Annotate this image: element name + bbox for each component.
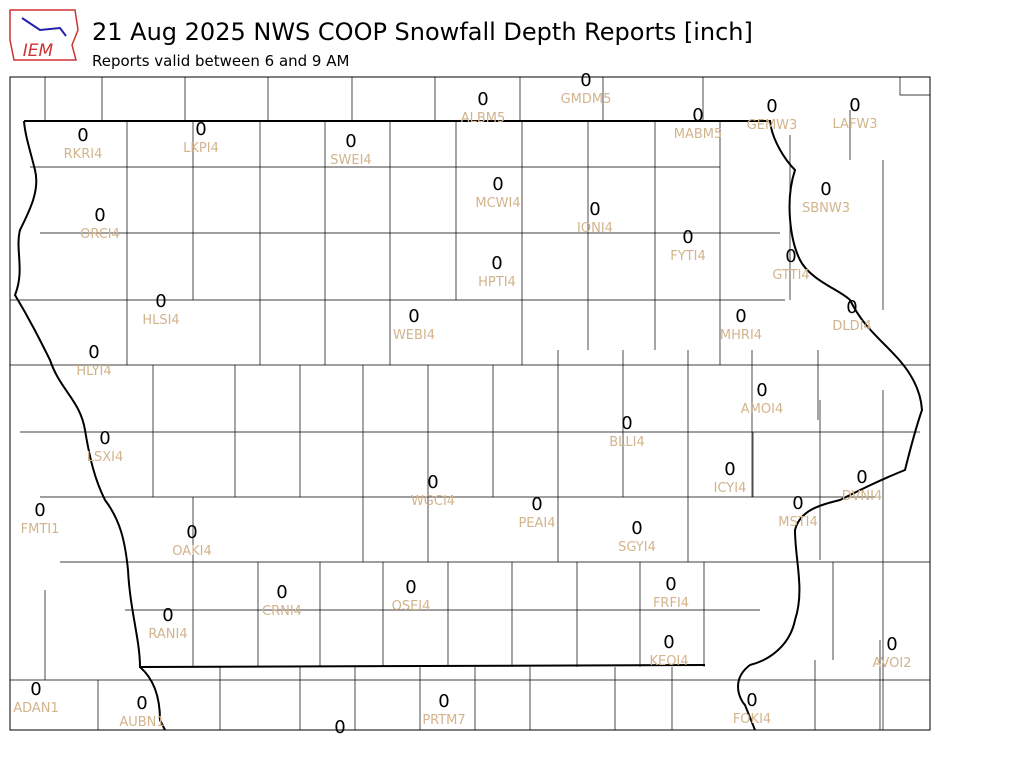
station-value: 0 (792, 493, 803, 514)
station-value: 0 (846, 297, 857, 318)
station-value: 0 (408, 306, 419, 327)
station-value: 0 (491, 253, 502, 274)
station-value: 0 (162, 605, 173, 626)
station-value: 0 (756, 380, 767, 401)
station-value: 0 (186, 522, 197, 543)
station-id: MHRI4 (720, 328, 762, 343)
station-id: RANI4 (148, 627, 187, 642)
station-id: AVOI2 (872, 656, 911, 671)
station-value: 0 (820, 179, 831, 200)
station-id: ORCI4 (80, 227, 120, 242)
subtitle: Reports valid between 6 and 9 AM (92, 52, 349, 70)
station-id: GEMW3 (747, 118, 798, 133)
station-value: 0 (477, 89, 488, 110)
station-id: MABM5 (674, 127, 723, 142)
station-value: 0 (276, 582, 287, 603)
station-value: 0 (34, 500, 45, 521)
station-id: IONI4 (577, 221, 613, 236)
county-lines (10, 77, 930, 730)
station-id: FMTI1 (21, 522, 60, 537)
station-id: MCWI4 (475, 196, 520, 211)
station-value: 0 (155, 291, 166, 312)
station-value: 0 (580, 70, 591, 91)
station-value: 0 (692, 105, 703, 126)
station-id: OAKI4 (172, 544, 212, 559)
station-value: 0 (886, 634, 897, 655)
station-id: ICYI4 (714, 481, 747, 496)
station-id: LKPI4 (183, 141, 219, 156)
station-value: 0 (405, 577, 416, 598)
station-id: FRFI4 (653, 596, 689, 611)
station-id: GMDM5 (561, 92, 612, 107)
station-id: SWEI4 (330, 153, 371, 168)
station-id: MSTI4 (778, 515, 818, 530)
station-id: DVNI4 (842, 489, 883, 504)
station-id: HLYI4 (76, 364, 111, 379)
station-id: LSXI4 (87, 450, 124, 465)
logo: IEM (9, 9, 79, 61)
station-value: 0 (94, 205, 105, 226)
station-id: FOKI4 (733, 712, 771, 727)
station-value: 0 (766, 96, 777, 117)
station-id: HLSI4 (142, 313, 179, 328)
station-id: ADAN1 (13, 701, 59, 716)
station-id: GTTI4 (772, 268, 809, 283)
station-value: 0 (589, 199, 600, 220)
station-id: KEOI4 (649, 654, 688, 669)
station-value: 0 (856, 467, 867, 488)
station-id: SBNW3 (802, 201, 850, 216)
station-id: PRTM7 (422, 713, 465, 728)
station-value: 0 (195, 119, 206, 140)
logo-text: IEM (23, 41, 54, 61)
station-id: PEAI4 (518, 516, 555, 531)
station-id: BLLI4 (609, 435, 645, 450)
station-value: 0 (30, 679, 41, 700)
station-value: 0 (427, 472, 438, 493)
station-id: RKRI4 (64, 147, 103, 162)
station-id: HPTI4 (478, 275, 516, 290)
station-id: WEBI4 (393, 328, 435, 343)
station-value: 0 (849, 95, 860, 116)
station-id: AUBN1 (119, 715, 164, 730)
station-value: 0 (665, 574, 676, 595)
station-value: 0 (77, 125, 88, 146)
station-id: CRNI4 (262, 604, 302, 619)
station-value: 0 (334, 717, 345, 738)
station-value: 0 (438, 691, 449, 712)
station-id: AMOI4 (741, 402, 783, 417)
station-value: 0 (136, 693, 147, 714)
station-value: 0 (492, 174, 503, 195)
station-id: DLDI4 (832, 319, 871, 334)
station-value: 0 (631, 518, 642, 539)
station-id: FYTI4 (670, 249, 705, 264)
station-value: 0 (531, 494, 542, 515)
station-value: 0 (99, 428, 110, 449)
station-id: WGCI4 (411, 494, 455, 509)
station-id: SGYI4 (618, 540, 656, 555)
station-value: 0 (345, 131, 356, 152)
station-value: 0 (621, 413, 632, 434)
station-value: 0 (88, 342, 99, 363)
station-value: 0 (682, 227, 693, 248)
title: 21 Aug 2025 NWS COOP Snowfall Depth Repo… (92, 18, 753, 46)
station-id: LAFW3 (832, 117, 877, 132)
map (9, 76, 931, 731)
station-id: ALBM5 (461, 111, 506, 126)
station-value: 0 (785, 246, 796, 267)
station-value: 0 (663, 632, 674, 653)
station-value: 0 (724, 459, 735, 480)
station-value: 0 (735, 306, 746, 327)
station-value: 0 (746, 690, 757, 711)
station-id: OSEI4 (392, 599, 431, 614)
